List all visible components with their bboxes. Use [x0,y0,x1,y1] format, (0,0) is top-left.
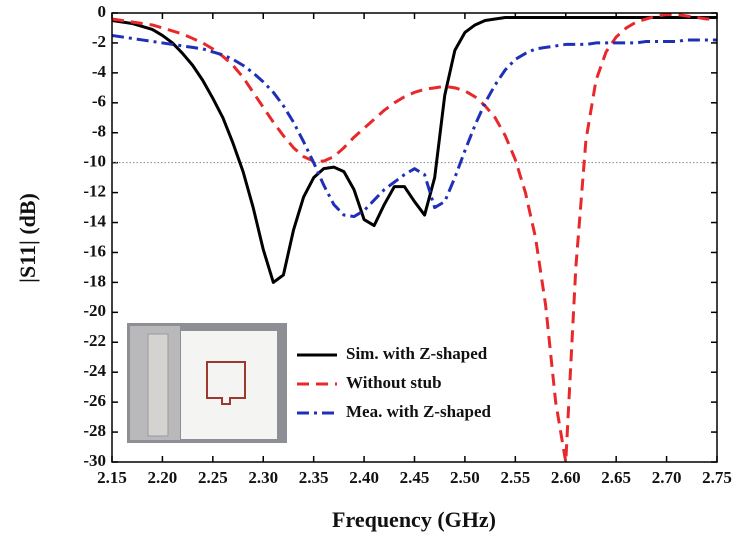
legend-label: Without stub [346,373,442,392]
y-tick-label: -16 [83,241,106,260]
x-tick-label: 2.65 [601,468,631,487]
x-tick-label: 2.50 [450,468,480,487]
x-tick-label: 2.60 [551,468,581,487]
x-tick-label: 2.15 [97,468,127,487]
legend-label: Mea. with Z-shaped [346,402,492,421]
y-tick-label: -14 [83,211,106,230]
x-tick-label: 2.45 [400,468,430,487]
x-tick-label: 2.25 [198,468,228,487]
series-line [112,13,717,462]
x-tick-label: 2.30 [248,468,278,487]
y-tick-label: -6 [92,92,106,111]
x-tick-label: 2.55 [500,468,530,487]
x-tick-label: 2.40 [349,468,379,487]
y-tick-label: -30 [83,451,106,470]
y-tick-label: -22 [83,331,106,350]
y-tick-label: -28 [83,421,106,440]
y-tick-label: 0 [98,2,107,21]
x-tick-label: 2.35 [299,468,329,487]
y-tick-label: -2 [92,32,106,51]
series-line [112,33,717,219]
y-tick-label: -10 [83,152,106,171]
x-tick-label: 2.20 [148,468,178,487]
y-axis-title: |S11| (dB) [15,193,40,283]
legend-label: Sim. with Z-shaped [346,344,488,363]
x-tick-label: 2.75 [702,468,732,487]
plot-frame [111,12,718,463]
y-tick-label: -4 [92,62,107,81]
x-axis-title: Frequency (GHz) [332,507,496,532]
y-tick-label: -24 [83,361,106,380]
y-tick-label: -8 [92,122,106,141]
x-tick-label: 2.70 [652,468,682,487]
series-line [112,15,717,284]
inset-photo [127,323,287,443]
y-tick-label: -26 [83,391,106,410]
y-tick-label: -18 [83,271,106,290]
y-tick-label: -12 [83,182,106,201]
y-tick-label: -20 [83,301,106,320]
plot-lines [112,13,717,462]
